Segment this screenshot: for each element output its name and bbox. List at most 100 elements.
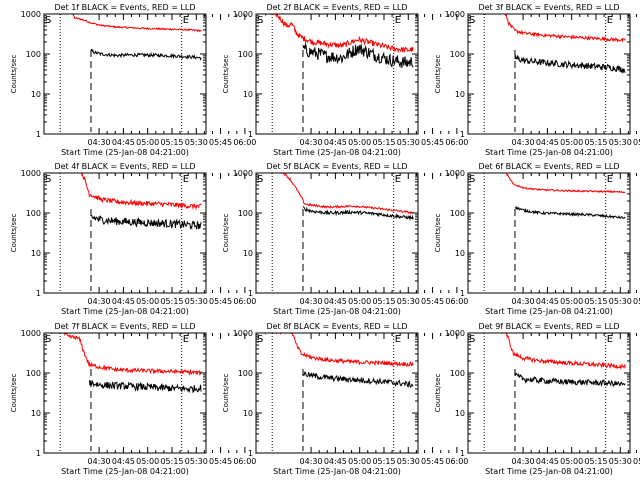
y-axis-label: Counts/sec bbox=[434, 214, 442, 253]
x-tick-label: 05:00 bbox=[348, 457, 371, 466]
marker-start-label: S bbox=[257, 174, 263, 185]
panel-title: Det 8f BLACK = Events, RED = LLD bbox=[266, 322, 407, 331]
y-tick-label: 1 bbox=[36, 449, 41, 458]
plot-frame bbox=[467, 13, 631, 135]
x-tick-label: 05:00 bbox=[560, 297, 583, 306]
y-tick-label: 100 bbox=[450, 50, 465, 59]
y-tick-label: 10 bbox=[455, 249, 465, 258]
detector-panel: Det 6f BLACK = Events, RED = LLD Counts/s… bbox=[434, 162, 640, 316]
x-tick-label: 05:15 bbox=[584, 297, 607, 306]
x-tick-label: 05:00 bbox=[136, 297, 159, 306]
x-tick-label: 05:30 bbox=[185, 297, 208, 306]
lld-series-line bbox=[51, 333, 202, 377]
x-tick-label: 05:30 bbox=[397, 297, 420, 306]
x-axis-label: Start Time (25-Jan-08 04:21:00) bbox=[273, 148, 401, 157]
lld-series-line bbox=[265, 333, 414, 367]
x-tick-label: 05:00 bbox=[136, 138, 159, 147]
y-tick-label: 100 bbox=[26, 369, 41, 378]
x-tick-label: 05:30 bbox=[397, 138, 420, 147]
x-tick-label: 05:45 bbox=[633, 138, 640, 147]
x-axis-label: Start Time (25-Jan-08 04:21:00) bbox=[485, 467, 613, 476]
plot-frame bbox=[43, 13, 207, 135]
marker-start-label: S bbox=[45, 334, 51, 345]
plot-frame bbox=[43, 332, 207, 454]
x-tick-label: 05:30 bbox=[185, 457, 208, 466]
x-tick-label: 05:45 bbox=[209, 297, 232, 306]
x-tick-label: 04:45 bbox=[536, 457, 559, 466]
x-axis-label: Start Time (25-Jan-08 04:21:00) bbox=[61, 467, 189, 476]
events-series-line bbox=[302, 206, 414, 221]
x-axis-label: Start Time (25-Jan-08 04:21:00) bbox=[61, 307, 189, 316]
x-tick-label: 04:30 bbox=[300, 297, 323, 306]
y-tick-label: 1 bbox=[248, 289, 253, 298]
x-tick-label: 05:15 bbox=[160, 457, 183, 466]
x-axis-label: Start Time (25-Jan-08 04:21:00) bbox=[273, 307, 401, 316]
x-tick-label: 04:45 bbox=[112, 457, 135, 466]
panel-title: Det 7f BLACK = Events, RED = LLD bbox=[54, 322, 195, 331]
marker-start-label: S bbox=[45, 174, 51, 185]
x-tick-label: 06:00 bbox=[445, 138, 468, 147]
y-tick-label: 1 bbox=[460, 289, 465, 298]
x-tick-label: 05:00 bbox=[348, 138, 371, 147]
y-tick-label: 1000 bbox=[233, 10, 253, 19]
x-tick-label: 05:00 bbox=[136, 457, 159, 466]
events-series-line bbox=[302, 371, 414, 389]
x-tick-label: 06:00 bbox=[445, 457, 468, 466]
panel-title: Det 4f BLACK = Events, RED = LLD bbox=[54, 162, 195, 171]
x-axis-label: Start Time (25-Jan-08 04:21:00) bbox=[61, 148, 189, 157]
events-series-line bbox=[514, 205, 626, 220]
marker-start-label: S bbox=[257, 15, 263, 26]
events-series-line bbox=[514, 54, 626, 74]
x-tick-label: 05:30 bbox=[609, 457, 632, 466]
y-axis-label: Counts/sec bbox=[222, 214, 230, 253]
x-axis-label: Start Time (25-Jan-08 04:21:00) bbox=[485, 148, 613, 157]
y-tick-label: 1000 bbox=[21, 169, 41, 178]
x-tick-label: 04:45 bbox=[536, 297, 559, 306]
x-tick-label: 05:30 bbox=[185, 138, 208, 147]
x-tick-label: 05:30 bbox=[609, 138, 632, 147]
x-tick-label: 04:30 bbox=[300, 138, 323, 147]
x-tick-label: 04:30 bbox=[512, 457, 535, 466]
marker-end-label: E bbox=[183, 15, 189, 26]
panel-title: Det 3f BLACK = Events, RED = LLD bbox=[478, 3, 619, 12]
panel-title: Det 2f BLACK = Events, RED = LLD bbox=[266, 3, 407, 12]
y-tick-label: 1000 bbox=[445, 10, 465, 19]
y-tick-label: 10 bbox=[31, 249, 41, 258]
y-tick-label: 1000 bbox=[233, 169, 253, 178]
x-tick-label: 05:45 bbox=[209, 457, 232, 466]
y-tick-label: 10 bbox=[243, 249, 253, 258]
x-tick-label: 04:45 bbox=[536, 138, 559, 147]
x-tick-label: 06:00 bbox=[233, 457, 256, 466]
x-tick-label: 05:30 bbox=[609, 297, 632, 306]
detector-panel: Det 2f BLACK = Events, RED = LLD Counts/s… bbox=[222, 3, 468, 157]
x-tick-label: 04:30 bbox=[300, 457, 323, 466]
y-tick-label: 1 bbox=[460, 449, 465, 458]
lld-series-line bbox=[269, 173, 414, 215]
x-tick-label: 05:45 bbox=[209, 138, 232, 147]
y-tick-label: 10 bbox=[31, 409, 41, 418]
x-tick-label: 05:45 bbox=[421, 138, 444, 147]
x-tick-label: 05:15 bbox=[160, 297, 183, 306]
x-axis-label: Start Time (25-Jan-08 04:21:00) bbox=[485, 307, 613, 316]
marker-start-label: S bbox=[45, 15, 51, 26]
y-tick-label: 10 bbox=[455, 409, 465, 418]
x-tick-label: 05:00 bbox=[348, 297, 371, 306]
events-series-line bbox=[90, 48, 202, 61]
detector-panel: Det 3f BLACK = Events, RED = LLD Counts/s… bbox=[434, 3, 640, 157]
events-series-line bbox=[88, 380, 202, 394]
x-tick-label: 04:45 bbox=[324, 457, 347, 466]
x-tick-label: 05:15 bbox=[160, 138, 183, 147]
y-tick-label: 1000 bbox=[445, 329, 465, 338]
y-tick-label: 100 bbox=[238, 369, 253, 378]
y-axis-label: Counts/sec bbox=[10, 374, 18, 413]
y-tick-label: 1 bbox=[36, 289, 41, 298]
plot-frame bbox=[43, 172, 207, 294]
detector-panel: Det 7f BLACK = Events, RED = LLD Counts/s… bbox=[10, 322, 256, 476]
events-series-line bbox=[90, 214, 202, 230]
y-axis-label: Counts/sec bbox=[10, 214, 18, 253]
plot-frame bbox=[255, 172, 419, 294]
y-tick-label: 1000 bbox=[21, 10, 41, 19]
marker-end-label: E bbox=[183, 334, 189, 345]
marker-start-label: S bbox=[469, 15, 475, 26]
plot-frame bbox=[467, 172, 631, 294]
